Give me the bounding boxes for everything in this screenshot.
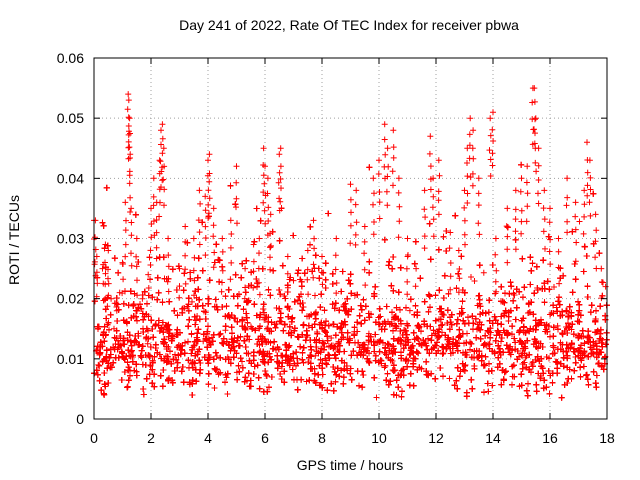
data-point <box>105 280 112 287</box>
grid-lines <box>94 58 607 419</box>
data-point <box>265 325 271 331</box>
chart-title: Day 241 of 2022, Rate Of TEC Index for r… <box>179 17 519 33</box>
data-point <box>312 352 319 359</box>
data-point <box>328 335 335 341</box>
data-point <box>439 329 445 336</box>
data-points <box>91 85 610 401</box>
data-point <box>406 307 413 314</box>
data-point <box>200 338 207 345</box>
data-point <box>480 269 487 276</box>
data-point <box>189 298 195 305</box>
